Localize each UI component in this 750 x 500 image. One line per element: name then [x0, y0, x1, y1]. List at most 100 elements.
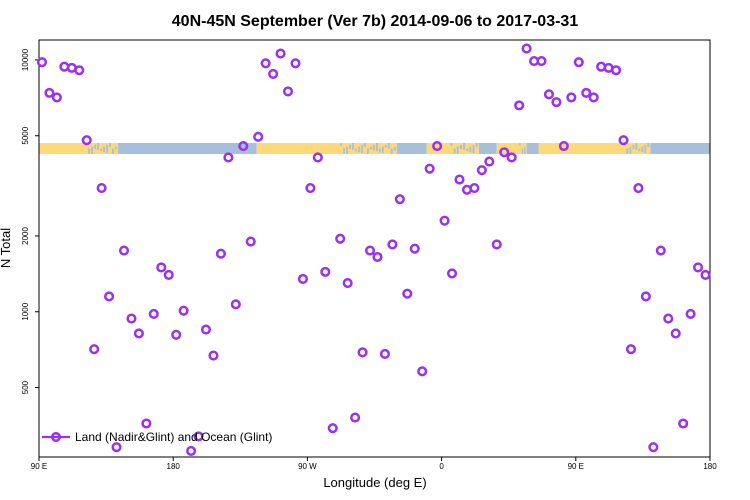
- plot-area-frame: [38, 39, 711, 458]
- x-tick-label: 90 E: [31, 462, 47, 471]
- data-point: [200, 324, 212, 335]
- x-tick-label: 180: [167, 462, 181, 471]
- data-point: [141, 418, 152, 429]
- data-points: [36, 43, 711, 457]
- band-segment-ocean: [478, 143, 497, 154]
- data-point: [89, 344, 100, 355]
- data-point: [476, 165, 487, 176]
- data-point: [566, 92, 577, 103]
- band-mixed-patch: [112, 148, 114, 154]
- data-point: [543, 89, 555, 100]
- data-point: [551, 97, 562, 108]
- band-mixed-patch: [375, 143, 378, 152]
- data-point: [633, 182, 644, 194]
- band-mixed-patch: [644, 144, 647, 154]
- band-mixed-patch: [361, 144, 363, 154]
- data-point: [432, 141, 443, 152]
- data-point: [514, 100, 525, 111]
- data-point: [640, 291, 651, 302]
- data-point: [618, 135, 629, 146]
- data-point: [81, 135, 92, 146]
- data-point: [424, 163, 435, 174]
- data-point: [454, 174, 465, 185]
- band-mixed-patch: [115, 146, 117, 150]
- legend-marker-swatch: [50, 431, 62, 443]
- data-point: [312, 152, 323, 163]
- data-point: [36, 57, 48, 68]
- data-point: [111, 442, 122, 453]
- data-point: [573, 57, 584, 68]
- data-point: [238, 141, 249, 152]
- data-point: [588, 92, 599, 103]
- band-mixed-patch: [343, 148, 345, 154]
- data-point: [126, 313, 137, 324]
- data-point: [44, 87, 55, 98]
- band-mixed-patch: [456, 146, 459, 154]
- data-point: [350, 412, 361, 423]
- data-point: [178, 305, 189, 316]
- band-mixed-patch: [381, 146, 384, 154]
- data-point: [275, 48, 286, 59]
- data-point: [335, 233, 346, 244]
- band-mixed-patch: [635, 143, 638, 150]
- data-point: [581, 87, 592, 98]
- band-mixed-patch: [393, 146, 396, 151]
- data-point: [387, 239, 398, 250]
- band-mixed-patch: [378, 148, 381, 153]
- data-point: [208, 350, 219, 361]
- data-point: [268, 68, 279, 79]
- y-tick-label: 5000: [21, 126, 30, 144]
- data-point: [282, 86, 294, 97]
- band-segment-land: [538, 143, 624, 154]
- legend-label: Land (Nadir&Glint) and Ocean (Glint): [75, 430, 272, 444]
- land-ocean-band: [39, 143, 710, 154]
- data-point: [670, 328, 681, 339]
- band-segment-land: [496, 143, 520, 154]
- band-mixed-patch: [641, 146, 644, 153]
- band-mixed-patch: [352, 143, 354, 150]
- x-tick-label: 0: [439, 462, 444, 471]
- data-point: [51, 92, 62, 103]
- band-mixed-patch: [109, 143, 111, 148]
- band-mixed-patch: [370, 146, 372, 150]
- band-mixed-patch: [521, 148, 524, 154]
- band-mixed-patch: [358, 146, 360, 153]
- data-point: [685, 308, 696, 320]
- data-point: [163, 269, 174, 281]
- band-mixed-patch: [450, 143, 453, 146]
- data-point: [678, 418, 689, 429]
- band-mixed-patch: [94, 144, 96, 149]
- data-point: [297, 273, 308, 284]
- data-point: [223, 152, 234, 163]
- y-tick-label: 2000: [21, 227, 30, 245]
- band-mixed-patch: [638, 148, 641, 152]
- data-point: [648, 442, 659, 453]
- band-mixed-patch: [349, 144, 351, 149]
- data-point: [700, 269, 711, 281]
- band-mixed-patch: [97, 143, 99, 150]
- band-mixed-patch: [472, 144, 475, 154]
- data-point: [536, 55, 547, 67]
- data-point: [491, 239, 502, 250]
- data-point: [372, 251, 383, 263]
- band-mixed-patch: [367, 148, 369, 154]
- band-mixed-patch: [103, 146, 105, 153]
- legend: Land (Nadir&Glint) and Ocean (Glint): [42, 430, 272, 444]
- data-point: [320, 266, 331, 277]
- data-point: [305, 182, 316, 194]
- data-point: [253, 131, 264, 142]
- x-tick-label: 90 E: [568, 462, 584, 471]
- data-point: [156, 262, 167, 273]
- data-point: [230, 299, 241, 310]
- data-point: [693, 262, 704, 273]
- data-point: [357, 347, 368, 358]
- data-point: [74, 65, 85, 76]
- band-mixed-patch: [469, 146, 472, 153]
- data-point: [446, 268, 458, 279]
- band-mixed-patch: [355, 148, 357, 152]
- data-point: [484, 156, 495, 167]
- data-point: [260, 58, 271, 69]
- band-mixed-patch: [364, 143, 366, 148]
- band-segment-ocean: [396, 143, 427, 154]
